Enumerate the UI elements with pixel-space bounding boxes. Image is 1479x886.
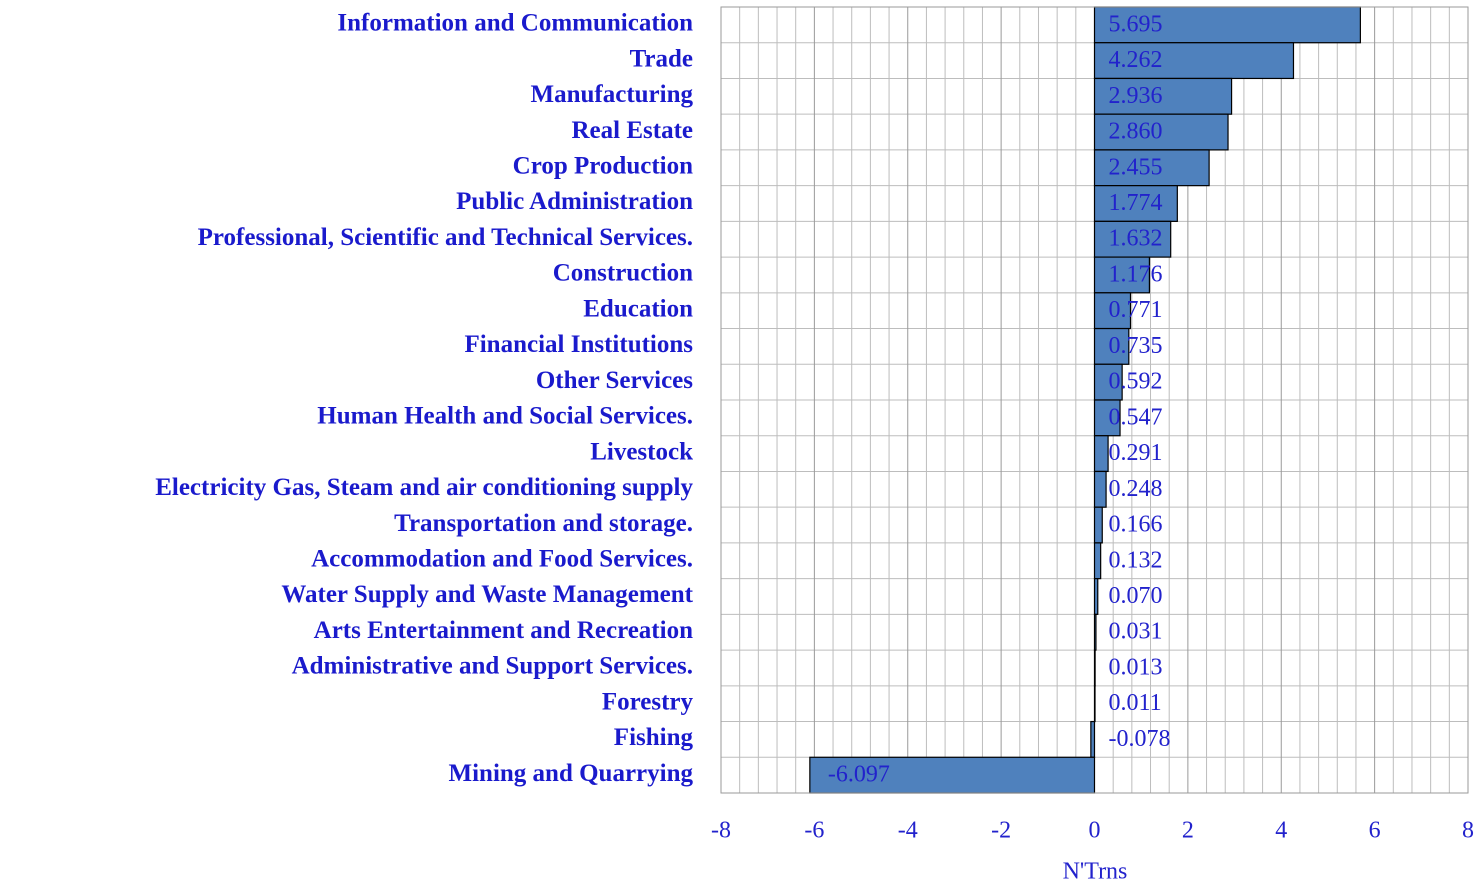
plot-border bbox=[720, 6, 1469, 794]
value-label: 0.132 bbox=[1109, 547, 1163, 573]
category-label: Forestry bbox=[602, 688, 694, 715]
bar bbox=[809, 756, 1096, 794]
x-axis-title: N'Trns bbox=[1063, 859, 1128, 885]
value-label: 0.547 bbox=[1109, 404, 1163, 430]
value-label: 2.860 bbox=[1109, 119, 1163, 145]
value-label: 0.592 bbox=[1109, 369, 1163, 395]
value-label: -0.078 bbox=[1109, 726, 1171, 752]
category-label: Fishing bbox=[614, 724, 694, 751]
bar bbox=[1093, 113, 1229, 151]
bar bbox=[1093, 506, 1103, 544]
bar bbox=[1093, 185, 1178, 222]
value-label: 0.291 bbox=[1109, 440, 1163, 466]
category-label: Human Health and Social Services. bbox=[317, 403, 693, 430]
category-label: Professional, Scientific and Technical S… bbox=[198, 224, 693, 251]
x-tick-label: -6 bbox=[804, 818, 824, 844]
x-tick-label: 6 bbox=[1369, 818, 1381, 844]
bar bbox=[1093, 149, 1210, 187]
x-tick-label: 8 bbox=[1462, 818, 1474, 844]
value-label: -6.097 bbox=[828, 762, 890, 788]
category-label: Education bbox=[583, 295, 693, 322]
value-label: 1.774 bbox=[1109, 190, 1163, 216]
category-label: Trade bbox=[630, 45, 693, 72]
value-label: 0.735 bbox=[1109, 333, 1163, 359]
category-label: Transportation and storage. bbox=[394, 510, 693, 537]
bar bbox=[1093, 649, 1096, 687]
category-label: Arts Entertainment and Recreation bbox=[314, 617, 693, 644]
category-label: Public Administration bbox=[456, 188, 693, 215]
value-label: 0.013 bbox=[1109, 654, 1163, 680]
value-label: 2.455 bbox=[1109, 154, 1163, 180]
bar bbox=[1093, 613, 1097, 651]
bar bbox=[1093, 435, 1109, 473]
category-label: Information and Communication bbox=[337, 10, 693, 37]
category-label: Construction bbox=[553, 260, 693, 287]
bar bbox=[1093, 363, 1123, 401]
category-label: Water Supply and Waste Management bbox=[281, 581, 693, 608]
category-label: Other Services bbox=[536, 367, 693, 394]
category-label: Mining and Quarrying bbox=[449, 760, 694, 787]
value-label: 1.176 bbox=[1109, 261, 1163, 287]
category-label: Manufacturing bbox=[531, 81, 694, 108]
category-label: Accommodation and Food Services. bbox=[311, 546, 693, 573]
bar bbox=[1093, 685, 1096, 723]
x-tick-label: 4 bbox=[1275, 818, 1287, 844]
value-label: 0.011 bbox=[1109, 690, 1162, 716]
category-label: Electricity Gas, Steam and air condition… bbox=[155, 474, 693, 501]
category-label: Crop Production bbox=[513, 153, 693, 180]
value-label: 0.166 bbox=[1109, 512, 1163, 538]
bar bbox=[1093, 327, 1130, 365]
x-tick-label: 0 bbox=[1089, 818, 1101, 844]
value-label: 5.695 bbox=[1109, 11, 1163, 37]
x-tick-label: 2 bbox=[1182, 818, 1194, 844]
category-label: Administrative and Support Services. bbox=[292, 653, 693, 680]
bar bbox=[1093, 542, 1102, 580]
category-label: Livestock bbox=[590, 438, 693, 465]
value-label: 0.771 bbox=[1109, 297, 1163, 323]
bar bbox=[1093, 220, 1172, 258]
bar bbox=[1093, 578, 1099, 615]
category-label: Real Estate bbox=[572, 117, 694, 144]
value-label: 0.070 bbox=[1109, 583, 1163, 609]
bar bbox=[1093, 470, 1107, 508]
x-tick-label: -2 bbox=[991, 818, 1011, 844]
value-label: 1.632 bbox=[1109, 226, 1163, 252]
value-label: 0.031 bbox=[1109, 619, 1163, 645]
value-label: 0.248 bbox=[1109, 476, 1163, 502]
bar bbox=[1093, 256, 1151, 294]
value-label: 4.262 bbox=[1109, 47, 1163, 73]
category-label: Financial Institutions bbox=[464, 331, 693, 358]
x-tick-label: -4 bbox=[898, 818, 918, 844]
bar bbox=[1090, 720, 1096, 758]
value-label: 2.936 bbox=[1109, 83, 1163, 109]
x-tick-label: -8 bbox=[711, 818, 731, 844]
